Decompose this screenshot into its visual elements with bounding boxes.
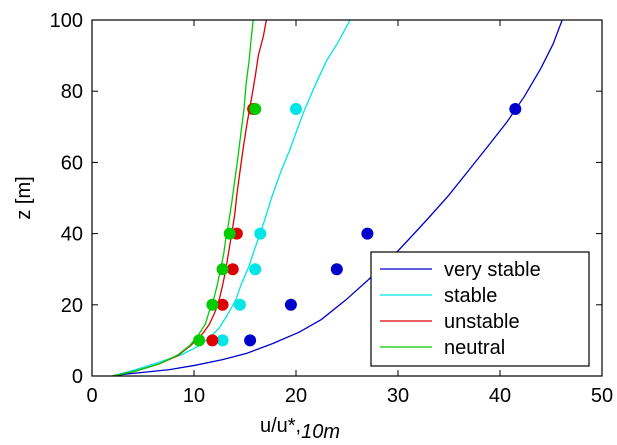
x-tick-label: 30 [387, 385, 409, 407]
x-axis-title-main: u/u*, [260, 415, 301, 437]
y-tick-label: 40 [61, 224, 83, 246]
data-point-stable [216, 334, 229, 347]
data-point-neutral [206, 298, 219, 311]
x-tick-label: 20 [285, 385, 307, 407]
y-tick-label: 0 [72, 366, 83, 388]
series-line-neutral [112, 20, 254, 376]
x-axis-title: u/u*,10m [260, 415, 340, 443]
x-axis-title-subscript: 10m [301, 421, 340, 443]
y-axis-title: z [m] [13, 176, 35, 219]
data-point-stable [249, 263, 262, 276]
series-line-unstable [112, 20, 268, 376]
data-point-neutral [193, 334, 206, 347]
data-point-unstable [216, 298, 229, 311]
y-tick-label: 80 [61, 81, 83, 103]
data-point-neutral [216, 263, 229, 276]
legend-label: very stable [444, 259, 541, 281]
y-tick-label: 100 [50, 10, 83, 32]
data-point-neutral [249, 103, 262, 115]
x-tick-label: 40 [489, 385, 511, 407]
data-point-stable [254, 227, 267, 240]
legend-label: unstable [444, 311, 520, 333]
x-tick-label: 0 [86, 385, 97, 407]
data-point-very-stable [509, 103, 522, 115]
data-point-unstable [226, 263, 239, 276]
axis-ticks: 0 10 20 30 40 50 0 20 40 60 80 100 [50, 10, 614, 407]
series-line-stable [112, 20, 351, 376]
data-point-very-stable [244, 334, 257, 347]
series-points [193, 103, 522, 347]
y-tick-label: 20 [61, 295, 83, 317]
y-tick-label: 60 [61, 152, 83, 174]
data-point-very-stable [361, 227, 374, 240]
data-point-very-stable [284, 298, 297, 311]
legend-label: neutral [444, 337, 505, 359]
plot-frame [91, 19, 603, 377]
x-tick-label: 50 [591, 385, 613, 407]
data-point-neutral [223, 227, 236, 240]
data-point-very-stable [330, 263, 343, 276]
x-tick-label: 10 [183, 385, 205, 407]
legend-label: stable [444, 285, 497, 307]
legend: very stable stable unstable neutral [370, 251, 590, 367]
data-point-stable [233, 298, 246, 311]
data-point-stable [290, 103, 302, 115]
data-point-unstable [206, 334, 219, 347]
